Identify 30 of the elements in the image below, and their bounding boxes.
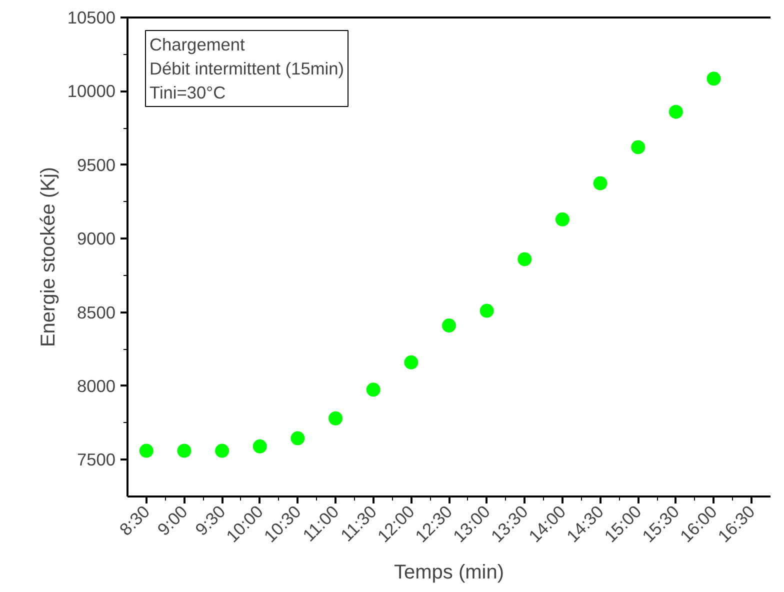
point	[215, 444, 230, 458]
x-tick-label: 8:30	[115, 501, 154, 540]
point	[480, 304, 494, 318]
point	[593, 176, 608, 190]
point	[139, 444, 154, 458]
annotation: Chargement	[150, 34, 246, 54]
y-tick-label: 10500	[67, 8, 116, 28]
point	[252, 439, 267, 454]
y-tick-label: 9500	[76, 154, 116, 175]
point	[290, 431, 305, 446]
point	[442, 318, 456, 333]
point	[366, 382, 380, 397]
point	[631, 140, 646, 154]
annotation: Débit intermittent (15min)	[150, 58, 344, 78]
point	[404, 355, 418, 370]
point	[518, 252, 532, 266]
y-tick-label: 7500	[76, 450, 116, 470]
point	[328, 411, 343, 426]
y-axis-title: Energie stockée (Kj)	[37, 166, 60, 348]
annotation: Tini=30°C	[150, 82, 226, 102]
y-tick-label: 9000	[76, 228, 116, 249]
point	[706, 72, 721, 86]
point	[555, 212, 570, 226]
x-axis-title: Temps (min)	[394, 561, 504, 584]
y-tick-label: 8000	[76, 376, 116, 396]
y-tick-label: 10000	[67, 81, 116, 102]
y-tick-label: 8500	[76, 302, 116, 322]
point	[177, 444, 192, 458]
x-tick-label: 9:00	[153, 501, 192, 540]
point	[668, 104, 683, 119]
